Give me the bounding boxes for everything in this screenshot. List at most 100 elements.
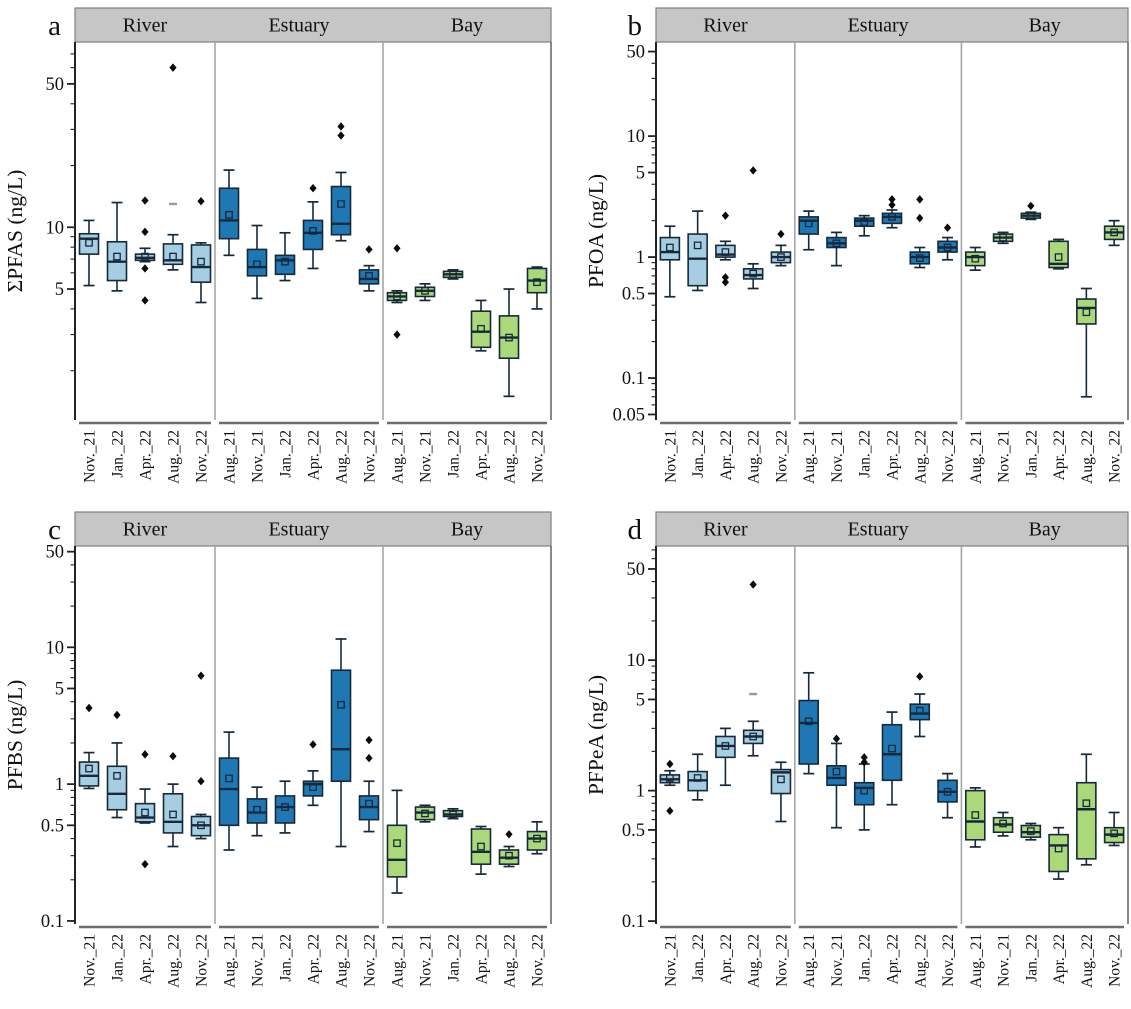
outlier-point — [113, 710, 121, 720]
y-tick-label: 0.1 — [622, 369, 645, 389]
outlier-point — [197, 777, 205, 786]
panel-letter: d — [628, 514, 643, 546]
x-tick-label: Aug._21 — [222, 934, 239, 988]
outlier-point — [197, 671, 205, 680]
y-tick-label: 10 — [627, 651, 646, 671]
mean-marker — [860, 786, 869, 795]
mean-marker — [943, 243, 952, 252]
x-tick-label: Apr._22 — [1051, 430, 1068, 480]
mean-marker — [449, 270, 457, 279]
y-tick-label: 5 — [55, 679, 64, 699]
outlier-point — [141, 196, 149, 205]
box-group — [1048, 826, 1069, 880]
mean-marker — [1054, 253, 1063, 261]
facet-header-label: River — [703, 519, 748, 541]
x-tick-label: Jan._22 — [446, 430, 463, 478]
x-tick-label: Jan._22 — [110, 934, 127, 982]
mean-marker — [85, 764, 93, 773]
mean-marker — [1054, 844, 1063, 853]
mean-marker — [533, 278, 541, 287]
outlier-point — [721, 278, 730, 287]
x-tick-label: Jan._22 — [278, 430, 295, 478]
y-tick-label: 0.1 — [622, 912, 645, 932]
x-tick-label: Aug._22 — [912, 934, 929, 988]
panel-b: b River Estuary Bay 50 10 5 1 0.5 0.1 0.05 PFOA (ng… — [565, 0, 1131, 504]
outlier-point — [860, 753, 868, 762]
facet-header-label: River — [703, 15, 748, 37]
box — [798, 216, 820, 235]
box-group — [302, 740, 324, 807]
mean-marker — [804, 219, 813, 228]
x-tick-label: Aug._21 — [222, 430, 239, 484]
box-group — [964, 246, 986, 271]
mean-marker — [421, 286, 429, 295]
box-group — [526, 266, 548, 310]
mean-marker — [309, 783, 317, 792]
x-tick-label: Apr._22 — [138, 934, 155, 984]
box — [826, 764, 847, 787]
mean-marker — [943, 787, 952, 796]
y-tick-label: 0.5 — [622, 285, 645, 305]
mean-marker — [225, 774, 233, 783]
box-group — [826, 231, 847, 267]
x-tick-label: Aug._21 — [801, 934, 818, 988]
mean-marker — [505, 333, 513, 342]
x-tick-label: Nov._22 — [1107, 934, 1124, 987]
facet-header-strip — [74, 7, 552, 43]
y-tick-label: 10 — [46, 218, 65, 238]
x-tick-label: Nov._21 — [996, 430, 1013, 483]
mean-marker — [169, 810, 177, 819]
x-tick-label: Jan._22 — [690, 430, 707, 478]
outlier-point — [85, 703, 93, 713]
box — [218, 757, 240, 827]
facet-header-strip — [655, 7, 1129, 43]
outlier-point — [141, 264, 149, 273]
box-group — [414, 283, 436, 302]
outlier-point — [777, 229, 785, 239]
box-group — [1103, 811, 1125, 847]
x-tick-label: Jan._22 — [110, 430, 127, 478]
x-tick-label: Apr._22 — [474, 430, 491, 480]
outlier-point — [505, 830, 513, 839]
mean-marker — [693, 241, 702, 250]
box-group — [190, 197, 212, 304]
mean-marker — [1110, 829, 1118, 838]
box — [964, 251, 986, 267]
box-group — [881, 195, 903, 229]
mean-marker — [860, 218, 869, 226]
x-tick-label: Aug._22 — [502, 430, 519, 484]
x-tick-label: Aug._22 — [1079, 430, 1096, 484]
mean-marker — [365, 799, 373, 808]
dash-outlier-point — [169, 202, 177, 206]
x-tick-label: Nov._21 — [82, 430, 99, 483]
y-tick-label: 50 — [46, 543, 65, 563]
x-tick-label: Apr._22 — [718, 934, 735, 984]
x-tick-label: Aug._22 — [746, 430, 763, 484]
mean-marker — [225, 210, 233, 219]
y-axis-label: ΣPFAS (ng/L) — [3, 170, 27, 293]
box — [1048, 833, 1069, 873]
x-tick-label: Aug._21 — [968, 934, 985, 988]
y-tick-label: 50 — [627, 560, 646, 580]
y-tick-label: 5 — [636, 690, 645, 710]
y-tick-label: 0.5 — [622, 821, 645, 841]
x-tick-label: Jan._22 — [1023, 934, 1040, 982]
y-tick-label: 50 — [627, 43, 646, 63]
box-group — [992, 811, 1014, 837]
box — [1076, 781, 1097, 860]
mean-marker — [533, 834, 541, 843]
mean-marker — [777, 775, 785, 784]
box-group — [218, 169, 240, 257]
mean-marker — [421, 809, 429, 818]
mean-marker — [449, 810, 457, 819]
box-group — [358, 735, 380, 833]
outlier-point — [393, 244, 401, 253]
x-tick-label: Nov._21 — [82, 934, 99, 987]
facet-header-label: Estuary — [268, 519, 329, 541]
y-axis-label: PFBS (ng/L) — [3, 680, 27, 791]
mean-marker — [1026, 827, 1035, 835]
outlier-point — [197, 197, 205, 206]
box — [742, 268, 764, 280]
facet-header-label: River — [123, 15, 168, 37]
box-group — [1103, 219, 1125, 247]
